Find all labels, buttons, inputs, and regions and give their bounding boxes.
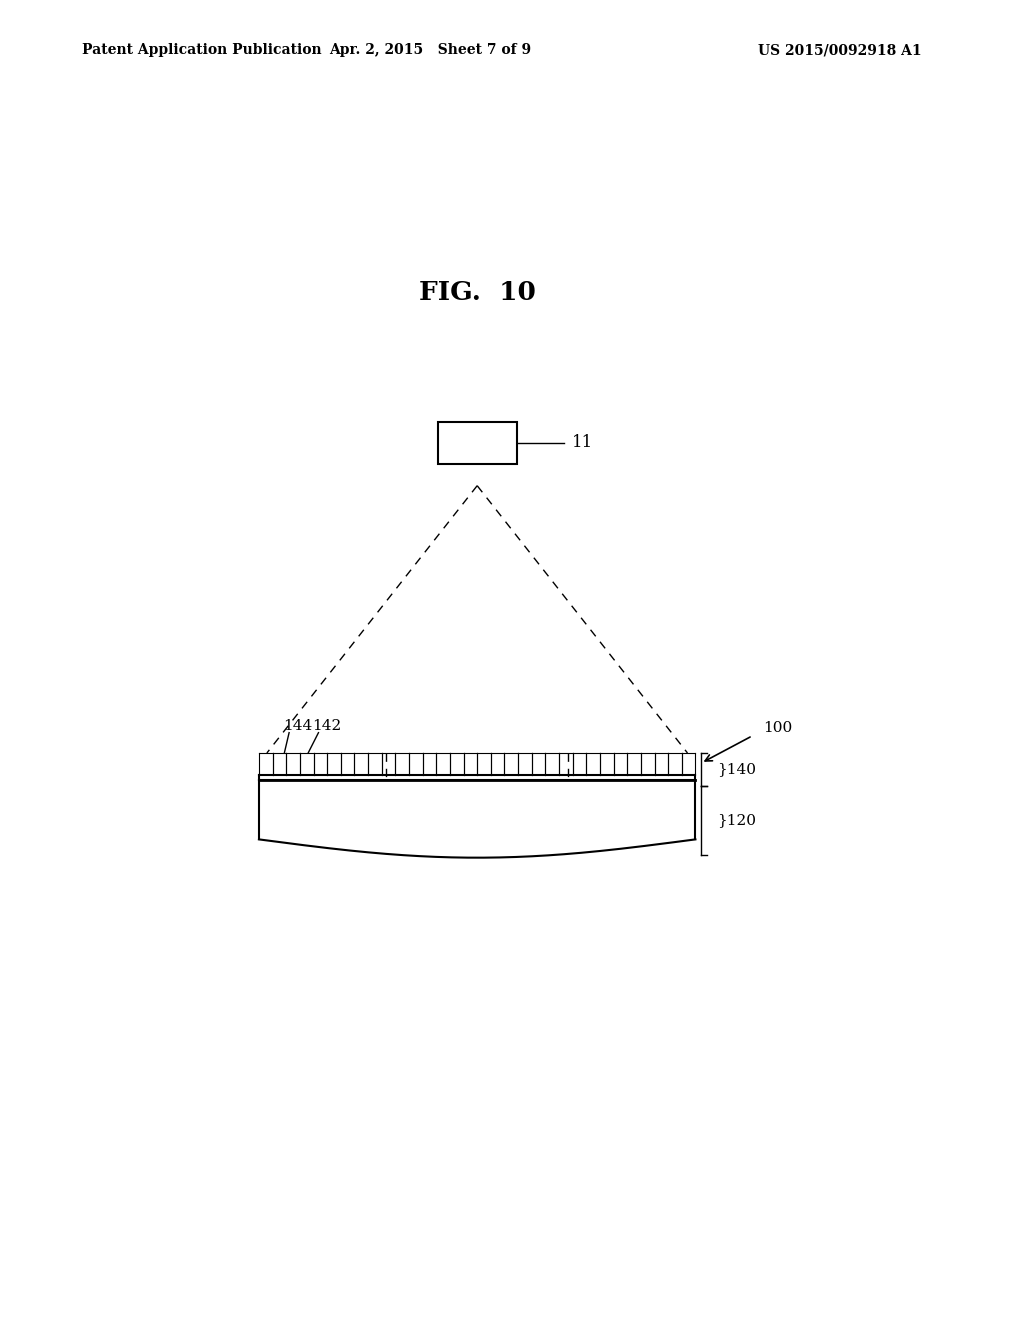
Text: }120: }120 [717,813,756,828]
Text: 100: 100 [763,721,793,735]
Text: }140: }140 [717,762,756,776]
Text: Patent Application Publication: Patent Application Publication [82,44,322,57]
Text: 142: 142 [312,718,341,733]
Bar [437,421,517,465]
Text: US 2015/0092918 A1: US 2015/0092918 A1 [758,44,922,57]
Text: Apr. 2, 2015   Sheet 7 of 9: Apr. 2, 2015 Sheet 7 of 9 [329,44,531,57]
Text: 144: 144 [283,718,312,733]
Text: 11: 11 [572,434,594,451]
Text: FIG.  10: FIG. 10 [419,280,536,305]
